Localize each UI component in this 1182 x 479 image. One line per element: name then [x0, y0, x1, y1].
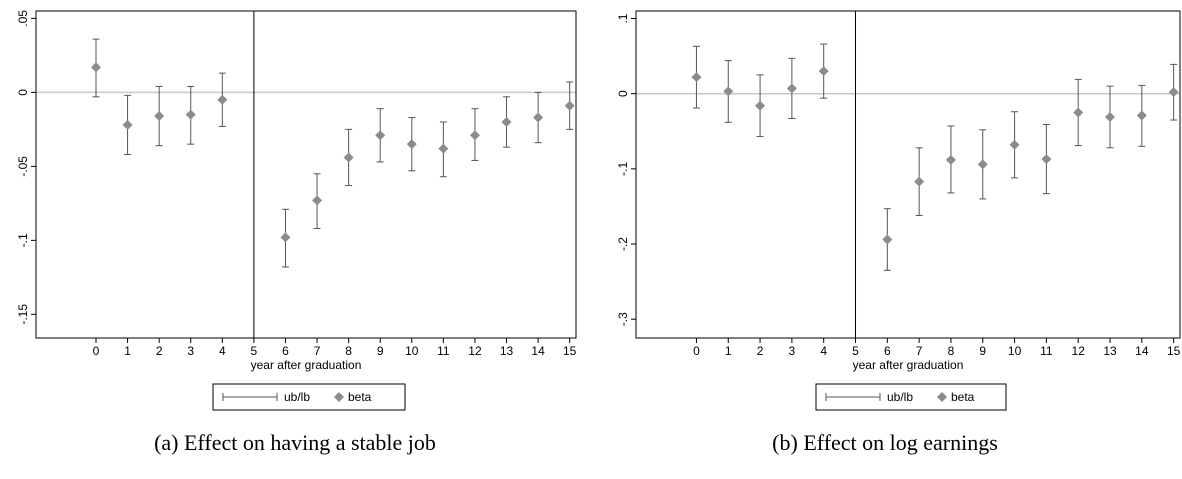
- x-tick-label: 2: [156, 344, 163, 358]
- x-tick-label: 11: [437, 344, 450, 358]
- x-tick-label: 4: [219, 344, 226, 358]
- legend: ub/lb beta: [212, 383, 406, 411]
- chart-panel-a: .050-.05-.1-.150 1 2 3 4 5 6 7 8 9 10 11 12 13 14 15yea…: [16, 10, 577, 411]
- beta-point: [1073, 107, 1084, 118]
- beta-point: [564, 100, 575, 111]
- beta-point: [438, 143, 449, 154]
- beta-point: [217, 94, 228, 105]
- x-tick-label: 5: [852, 344, 859, 358]
- beta-point: [1105, 111, 1116, 122]
- beta-point: [122, 119, 133, 130]
- caption-panel-b: (b) Effect on log earnings: [772, 430, 998, 455]
- beta-point: [312, 195, 323, 206]
- x-tick-label: 11: [1040, 344, 1053, 358]
- legend-label: beta: [951, 390, 975, 404]
- beta-point: [977, 159, 988, 170]
- y-tick-label: -.2: [616, 237, 630, 251]
- x-tick-label: 2: [757, 344, 764, 358]
- x-tick-label: 9: [979, 344, 986, 358]
- legend-label: ub/lb: [284, 390, 310, 404]
- beta-point: [375, 130, 386, 141]
- x-tick-label: 5: [251, 344, 258, 358]
- legend-diamond-swatch: [937, 392, 947, 402]
- y-tick-label: -.1: [616, 162, 630, 176]
- x-tick-label: 13: [1103, 344, 1117, 358]
- x-tick-label: 8: [345, 344, 352, 358]
- legend-label: beta: [348, 390, 372, 404]
- x-axis-title: year after graduation: [251, 358, 362, 372]
- x-tick-label: 13: [500, 344, 514, 358]
- beta-point: [755, 100, 766, 111]
- beta-point: [185, 109, 196, 120]
- beta-point: [91, 62, 101, 73]
- y-tick-label: 0: [616, 90, 630, 97]
- beta-point: [691, 72, 702, 83]
- x-tick-label: 6: [282, 344, 289, 358]
- beta-point: [723, 86, 734, 97]
- plot-frame: [635, 10, 1181, 339]
- x-tick-label: 0: [93, 344, 100, 358]
- x-tick-label: 14: [531, 344, 545, 358]
- beta-point: [1136, 110, 1147, 121]
- beta-point: [786, 83, 797, 94]
- beta-point: [501, 116, 512, 127]
- beta-point: [533, 112, 544, 123]
- legend-label: ub/lb: [887, 390, 913, 404]
- y-tick-label: -.05: [16, 156, 30, 177]
- x-tick-label: 0: [693, 344, 700, 358]
- beta-point: [945, 154, 956, 165]
- x-tick-label: 7: [916, 344, 923, 358]
- x-tick-label: 12: [1072, 344, 1086, 358]
- y-tick-label: .1: [616, 13, 630, 23]
- x-tick-label: 12: [468, 344, 482, 358]
- beta-point: [1041, 154, 1052, 165]
- y-tick-label: -.15: [16, 304, 30, 325]
- y-tick-label: -.3: [616, 312, 630, 326]
- y-tick-label: -.1: [16, 233, 30, 247]
- x-tick-label: 10: [405, 344, 419, 358]
- beta-point: [154, 111, 165, 122]
- x-tick-label: 15: [1167, 344, 1181, 358]
- caption-panel-a: (a) Effect on having a stable job: [154, 430, 436, 455]
- beta-point: [343, 152, 354, 163]
- x-tick-label: 14: [1135, 344, 1149, 358]
- plot-frame: [35, 10, 577, 339]
- x-tick-label: 1: [124, 344, 131, 358]
- beta-point: [406, 139, 417, 150]
- x-axis-title: year after graduation: [853, 358, 964, 372]
- beta-point: [882, 234, 893, 245]
- beta-point: [1009, 139, 1020, 150]
- x-tick-label: 10: [1008, 344, 1022, 358]
- beta-point: [280, 232, 291, 243]
- beta-point: [818, 66, 829, 77]
- x-tick-label: 9: [377, 344, 384, 358]
- x-tick-label: 3: [789, 344, 796, 358]
- beta-point: [469, 130, 480, 141]
- x-tick-label: 7: [314, 344, 321, 358]
- x-tick-label: 1: [725, 344, 732, 358]
- legend-diamond-swatch: [334, 392, 344, 402]
- x-tick-label: 8: [948, 344, 955, 358]
- beta-point: [1168, 87, 1179, 98]
- beta-point: [914, 176, 925, 187]
- legend: ub/lb beta: [815, 383, 1007, 411]
- x-tick-label: 15: [563, 344, 577, 358]
- y-tick-label: 0: [16, 89, 30, 96]
- x-tick-label: 3: [187, 344, 194, 358]
- x-tick-label: 6: [884, 344, 891, 358]
- x-tick-label: 4: [820, 344, 827, 358]
- y-tick-label: .05: [16, 10, 30, 27]
